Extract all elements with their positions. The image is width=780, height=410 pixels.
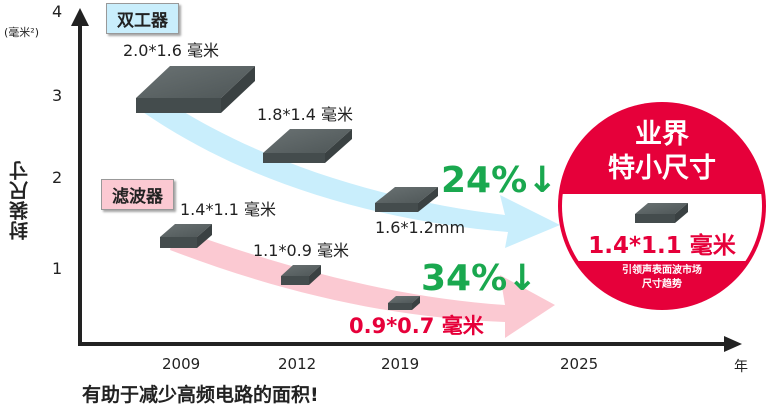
badge-sub-line2: 尺寸趋势 (642, 279, 682, 290)
x-tick-2012: 2012 (278, 355, 317, 373)
duplexer-tag: 双工器 (106, 3, 179, 34)
y-axis-unit: (毫米²) (4, 26, 39, 39)
y-tick-4: 4 (52, 2, 63, 21)
x-axis-arrowhead (724, 336, 742, 352)
y-axis-label: 封装尺寸 (9, 160, 31, 240)
filter-size-2019: 0.9*0.7 毫米 (349, 314, 484, 338)
duplexer-size-2009: 2.0*1.6 毫米 (123, 41, 219, 60)
filter-trend-arrow (170, 228, 555, 338)
y-tick-2: 2 (52, 168, 63, 187)
y-tick-3: 3 (52, 86, 63, 105)
x-tick-2009: 2009 (162, 355, 201, 373)
industry-smallest-badge (558, 102, 766, 310)
caption: 有助于减少高频电路的面积! (82, 384, 319, 406)
duplexer-size-2019: 1.6*1.2mm (375, 218, 466, 237)
duplexer-size-2012: 1.8*1.4 毫米 (257, 105, 353, 124)
duplexer-trend-arrow (140, 90, 560, 248)
chip-duplexer-2012 (263, 129, 352, 163)
filter-size-2012: 1.1*0.9 毫米 (253, 241, 349, 260)
x-tick-2025: 2025 (560, 355, 599, 373)
chip-filter-2012 (281, 265, 321, 285)
badge-sub-line1: 引领声表面波市场 (622, 265, 702, 276)
filter-tag: 滤波器 (101, 179, 174, 210)
x-tick-2019: 2019 (381, 355, 420, 373)
chip-duplexer-2009 (136, 66, 255, 113)
chip-filter-2019 (388, 296, 420, 310)
badge-title-line1: 业界 (635, 119, 689, 150)
badge-size: 1.4*1.1 毫米 (588, 233, 736, 259)
badge-chip (635, 203, 688, 223)
y-axis-arrowhead (71, 8, 89, 26)
duplexer-reduction: 24%↓ (441, 160, 558, 201)
x-axis-unit: 年 (734, 359, 748, 375)
y-tick-1: 1 (52, 259, 63, 278)
chip-duplexer-2019 (375, 187, 438, 212)
chip-filter-2009 (160, 224, 212, 248)
badge-title-line2: 特小尺寸 (608, 153, 716, 184)
filter-size-2009: 1.4*1.1 毫米 (180, 200, 276, 219)
filter-reduction: 34%↓ (421, 258, 538, 299)
